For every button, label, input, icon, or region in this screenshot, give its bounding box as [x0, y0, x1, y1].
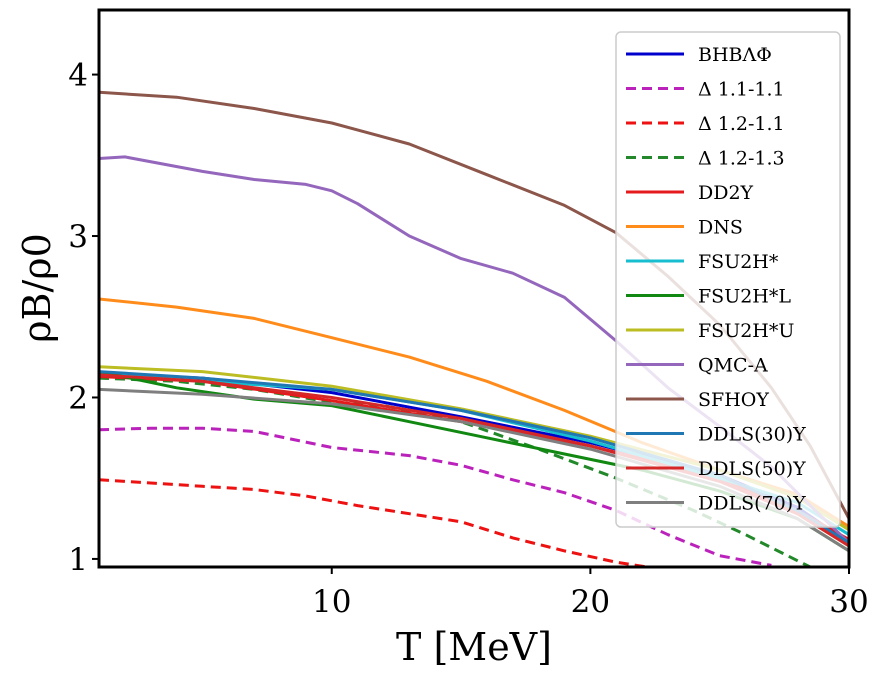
plot-frame [97, 8, 851, 569]
legend-label-6: FSU2H* [698, 251, 779, 273]
x-tick-label: 20 [571, 584, 610, 620]
legend: BHBΛΦ Δ 1.1-1.1 Δ 1.2-1.1 Δ 1.2-1.3 DD2Y DNS F… [615, 31, 841, 528]
tick-layer: 10 20 30 1 2 3 4 [68, 58, 868, 620]
legend-label-9: QMC-A [698, 355, 768, 377]
legend-label-11: DDLS(30)Y [698, 424, 806, 446]
legend-label-4: DD2Y [698, 182, 754, 204]
legend-label-5: DNS [698, 217, 743, 239]
legend-label-12: DDLS(50)Y [698, 458, 806, 480]
y-tick-label: 1 [68, 542, 88, 578]
legend-label-1: Δ 1.1-1.1 [698, 79, 785, 101]
legend-label-8: FSU2H*U [698, 320, 794, 342]
legend-box [615, 31, 841, 528]
y-axis-title: ρB/ρ0 [15, 233, 59, 343]
legend-label-3: Δ 1.2-1.3 [698, 148, 785, 170]
legend-label-10: SFHOY [698, 389, 769, 411]
legend-label-7: FSU2H*L [698, 286, 791, 308]
x-axis-title: T [MeV] [396, 625, 552, 669]
legend-label-13: DDLS(70)Y [698, 493, 806, 515]
legend-label-0: BHBΛΦ [698, 44, 772, 66]
y-tick-label: 3 [68, 219, 88, 255]
legend-label-2: Δ 1.2-1.1 [698, 113, 785, 135]
series-line-3 [99, 376, 811, 567]
y-tick-label: 2 [68, 380, 88, 416]
x-tick-label: 10 [312, 584, 351, 620]
series-line-2 [99, 478, 658, 567]
x-tick-label: 30 [829, 584, 868, 620]
y-tick-label: 4 [68, 58, 88, 94]
series-line-1 [99, 426, 772, 567]
